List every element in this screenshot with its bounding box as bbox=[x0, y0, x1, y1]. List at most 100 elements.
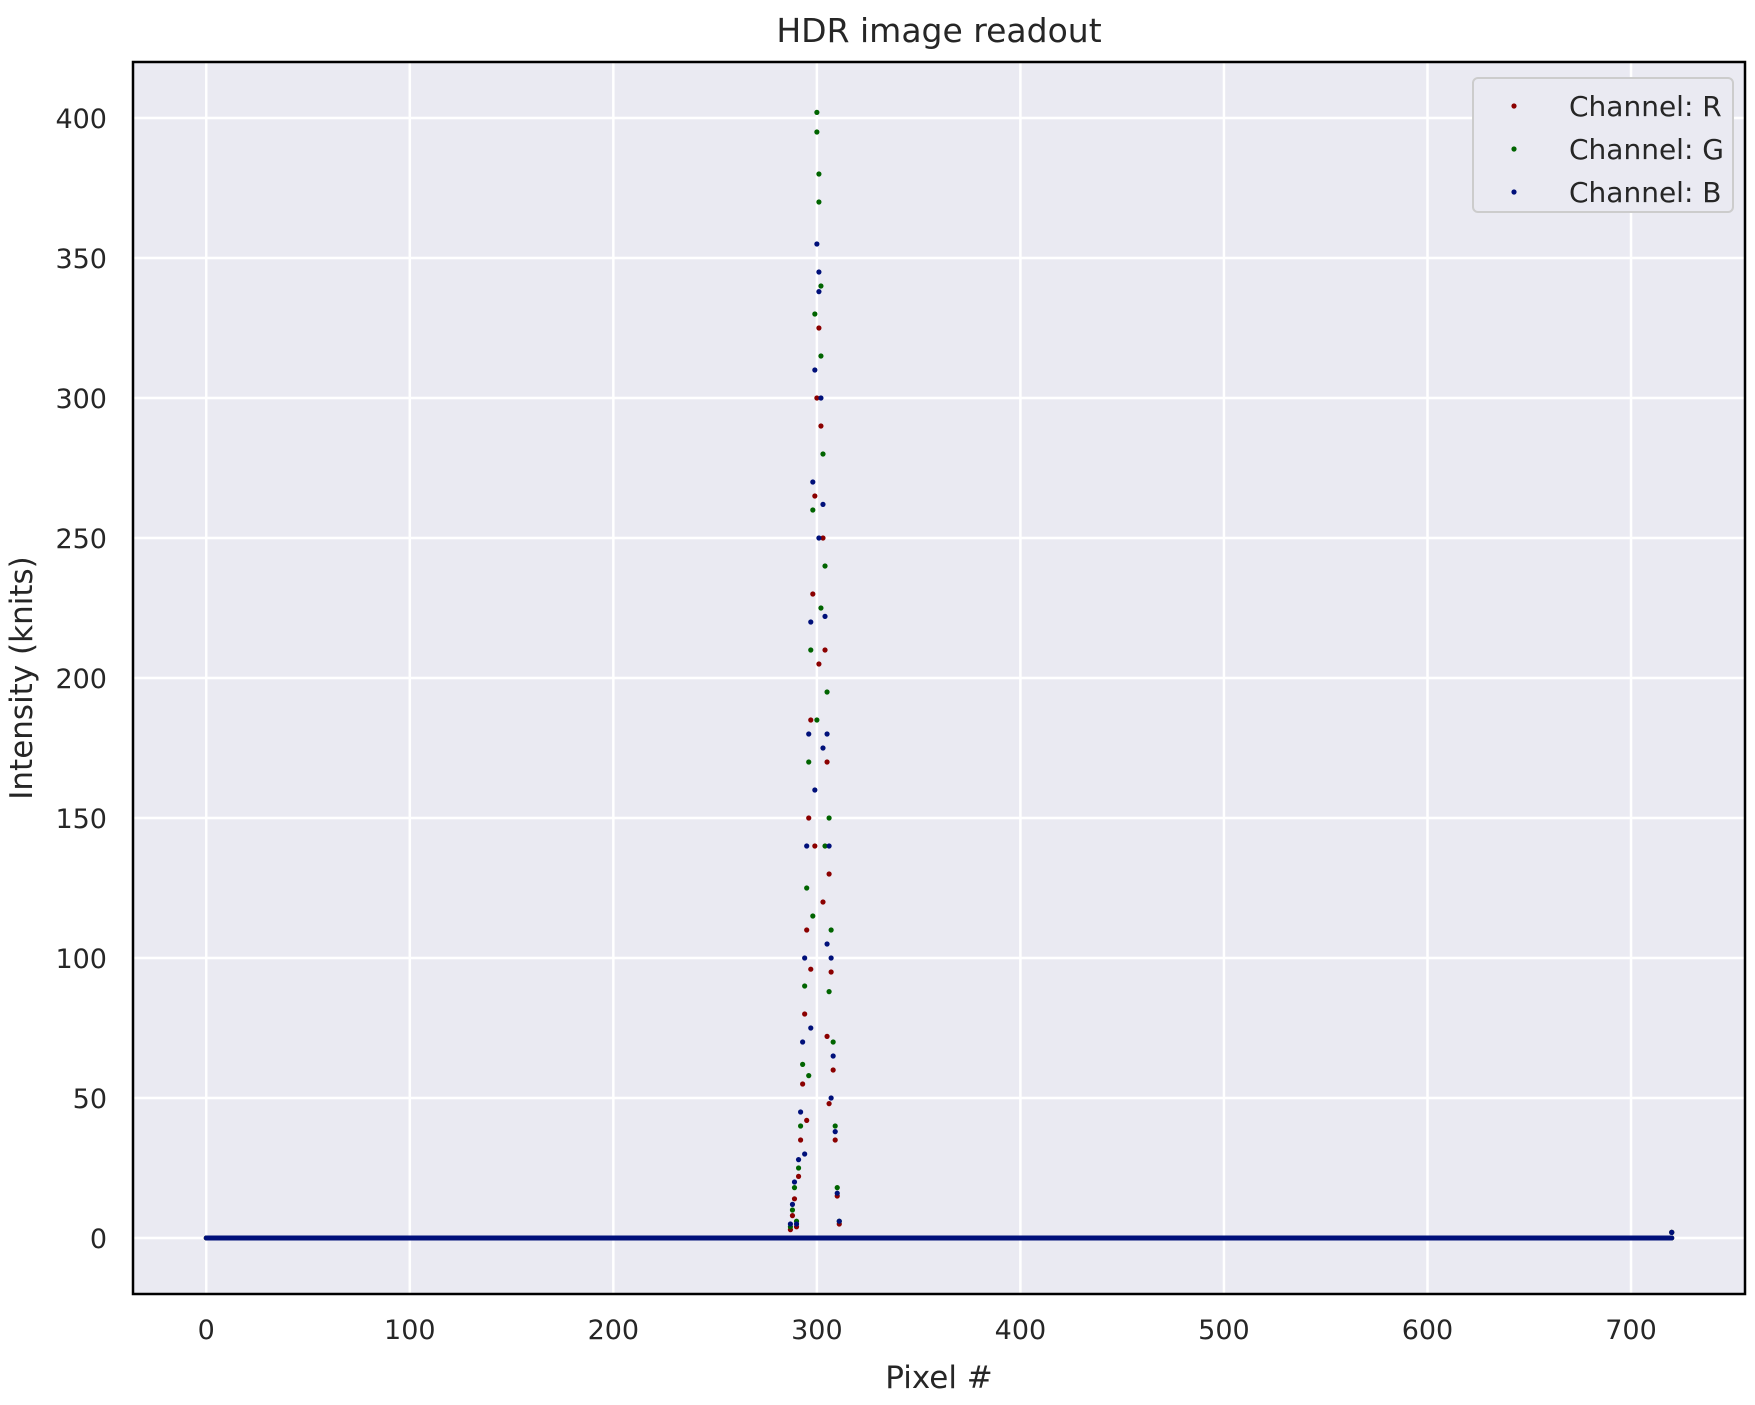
data-point bbox=[804, 885, 810, 891]
data-point bbox=[816, 289, 822, 295]
data-point bbox=[808, 647, 814, 653]
data-point bbox=[828, 927, 834, 933]
data-point bbox=[791, 1179, 798, 1185]
data-point bbox=[816, 171, 822, 177]
data-point bbox=[812, 843, 818, 849]
legend-label: Channel: G bbox=[1569, 133, 1724, 166]
data-point bbox=[834, 1185, 840, 1191]
data-point bbox=[816, 661, 822, 667]
data-point bbox=[814, 717, 820, 723]
data-point bbox=[804, 843, 810, 849]
data-point bbox=[824, 1033, 830, 1039]
y-tick-label: 100 bbox=[55, 944, 107, 975]
data-point bbox=[814, 109, 820, 115]
data-point bbox=[820, 501, 826, 507]
data-point bbox=[812, 367, 818, 373]
data-point bbox=[832, 1129, 838, 1135]
data-point bbox=[789, 1207, 796, 1213]
data-point bbox=[808, 966, 814, 972]
data-point bbox=[808, 619, 814, 625]
y-tick-label: 250 bbox=[55, 524, 107, 555]
data-point bbox=[791, 1196, 798, 1202]
data-point bbox=[824, 759, 830, 765]
data-point bbox=[816, 269, 822, 275]
data-point bbox=[806, 731, 812, 737]
x-tick-label: 0 bbox=[198, 1315, 215, 1346]
data-point bbox=[828, 1095, 834, 1101]
y-tick-label: 400 bbox=[55, 104, 107, 135]
data-point bbox=[816, 535, 822, 541]
x-tick-label: 100 bbox=[384, 1315, 436, 1346]
data-point bbox=[804, 1117, 810, 1123]
x-axis-ticks: 0 100 200 300 400 500 600 700 bbox=[198, 1315, 1657, 1346]
data-point bbox=[806, 1073, 812, 1079]
data-point bbox=[812, 787, 818, 793]
y-tick-label: 300 bbox=[55, 384, 107, 415]
data-point bbox=[826, 815, 832, 821]
y-axis-ticks: 0 50 100 150 200 250 300 350 400 bbox=[55, 104, 107, 1255]
data-point bbox=[816, 325, 822, 331]
x-tick-label: 300 bbox=[791, 1315, 843, 1346]
data-point bbox=[826, 871, 832, 877]
data-point bbox=[804, 927, 810, 933]
data-point bbox=[812, 311, 818, 317]
data-point bbox=[818, 605, 824, 611]
y-tick-label: 0 bbox=[90, 1224, 107, 1255]
data-point bbox=[797, 1109, 804, 1115]
data-point bbox=[789, 1213, 796, 1219]
x-tick-label: 500 bbox=[1198, 1315, 1250, 1346]
x-tick-label: 200 bbox=[588, 1315, 640, 1346]
data-point bbox=[832, 1123, 838, 1129]
y-tick-label: 50 bbox=[73, 1084, 107, 1115]
data-point bbox=[822, 843, 828, 849]
data-point bbox=[791, 1185, 798, 1191]
x-axis-label: Pixel # bbox=[885, 1360, 993, 1396]
data-point bbox=[800, 1081, 806, 1087]
data-point bbox=[834, 1190, 840, 1196]
y-tick-label: 350 bbox=[55, 244, 107, 275]
legend-marker bbox=[1511, 189, 1517, 195]
data-point bbox=[806, 815, 812, 821]
legend-label: Channel: B bbox=[1569, 176, 1722, 209]
data-point bbox=[814, 395, 820, 401]
y-axis-label: Intensity (knits) bbox=[4, 556, 40, 800]
data-point bbox=[795, 1173, 802, 1179]
data-point bbox=[822, 613, 828, 620]
data-point bbox=[818, 353, 824, 359]
data-point bbox=[830, 1053, 836, 1059]
data-point bbox=[820, 899, 826, 905]
data-point bbox=[836, 1218, 842, 1224]
data-point bbox=[810, 913, 816, 919]
data-point bbox=[810, 591, 816, 597]
data-points bbox=[203, 109, 1675, 1241]
data-point bbox=[789, 1201, 796, 1207]
chart-title: HDR image readout bbox=[776, 11, 1101, 50]
data-point bbox=[826, 843, 832, 849]
data-point bbox=[818, 395, 824, 401]
data-point bbox=[824, 731, 830, 737]
x-tick-label: 600 bbox=[1402, 1315, 1454, 1346]
plot-frame bbox=[131, 60, 1747, 1296]
data-point bbox=[818, 423, 824, 429]
data-point bbox=[802, 1011, 808, 1017]
y-tick-label: 200 bbox=[55, 664, 107, 695]
legend-marker bbox=[1511, 146, 1517, 152]
data-point bbox=[822, 563, 828, 569]
data-point bbox=[802, 1151, 808, 1157]
data-point bbox=[820, 745, 826, 751]
series-2 bbox=[203, 241, 1675, 1241]
data-point bbox=[830, 1039, 836, 1045]
x-tick-label: 700 bbox=[1605, 1315, 1657, 1346]
data-point bbox=[828, 969, 834, 975]
legend-marker bbox=[1511, 103, 1517, 109]
data-point bbox=[830, 1067, 836, 1073]
data-point bbox=[818, 283, 824, 289]
legend-box bbox=[1472, 77, 1734, 213]
data-point bbox=[822, 647, 828, 653]
data-point bbox=[808, 717, 814, 723]
data-point bbox=[810, 479, 816, 485]
data-point bbox=[824, 689, 830, 695]
data-point bbox=[820, 535, 826, 541]
data-point bbox=[797, 1137, 804, 1143]
